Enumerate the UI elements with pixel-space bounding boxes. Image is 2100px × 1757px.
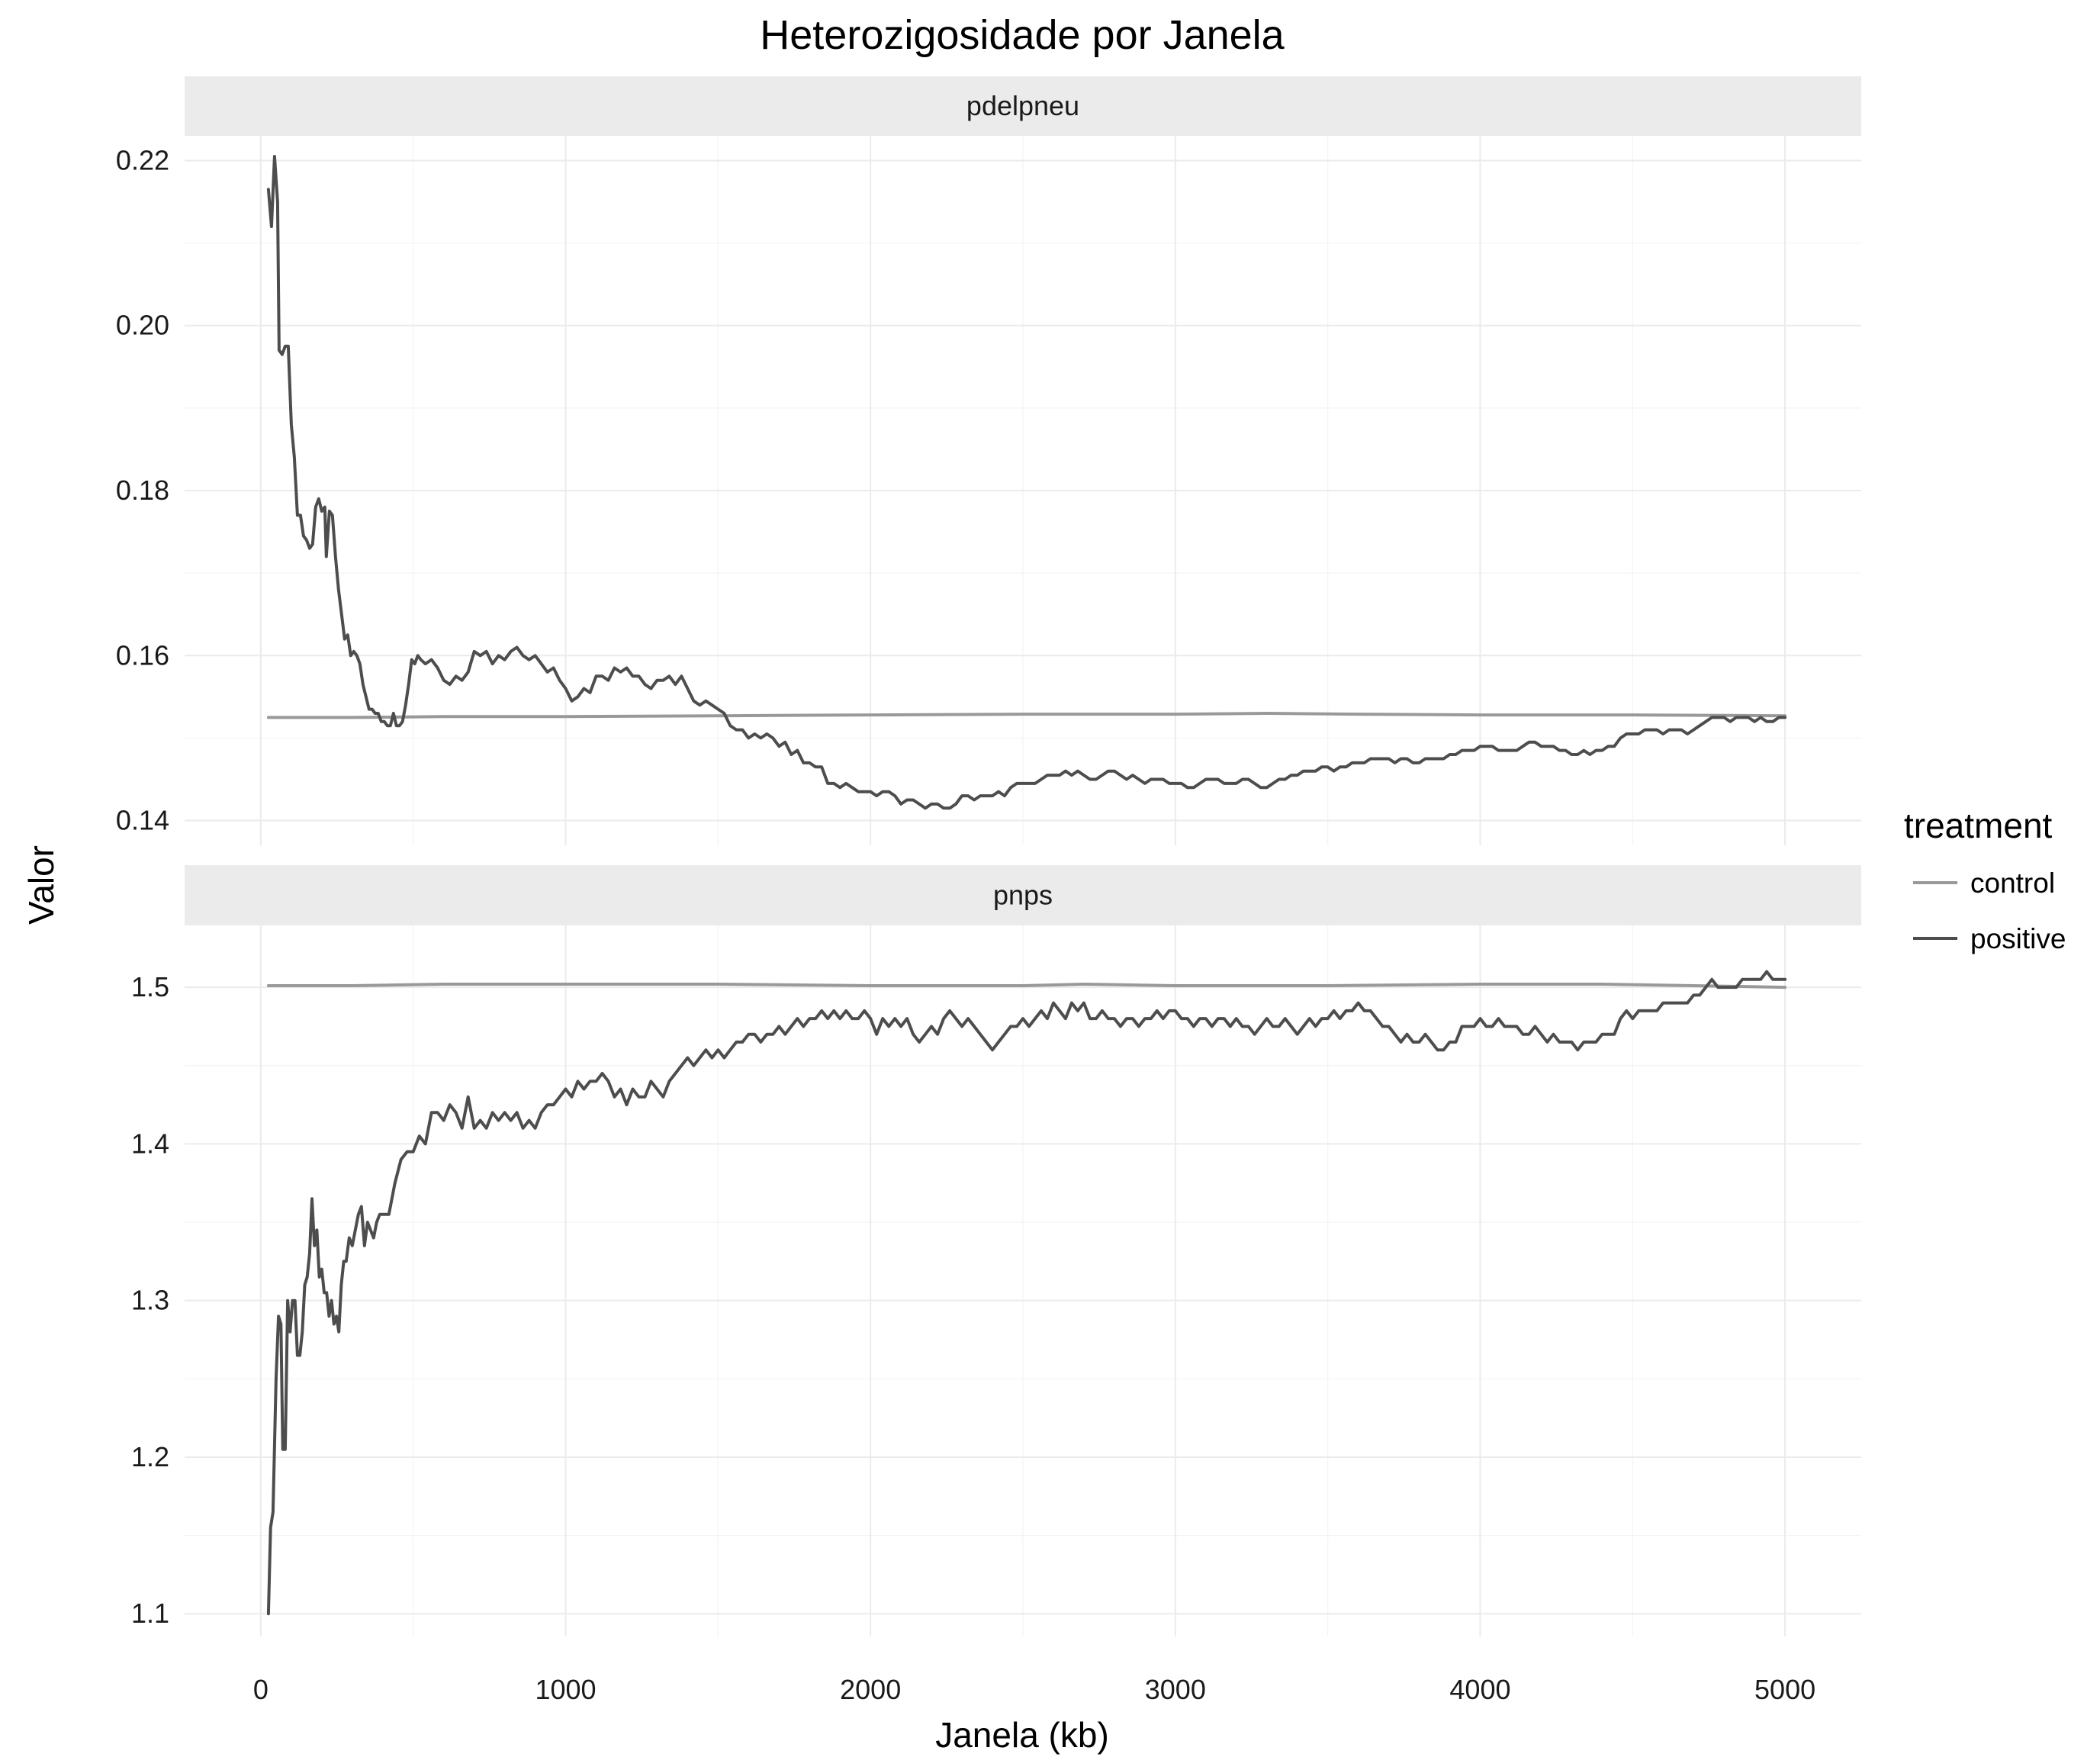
strip-label: pnps [993,880,1053,911]
x-tick-label: 3000 [1145,1674,1206,1705]
panel-pdelpneu: pdelpneu 0.14 0.16 0.18 0.20 0.22 [116,76,1861,845]
y-axis-title: Valor [21,845,61,925]
legend: treatment control positive [1904,806,2066,954]
y-tick-label: 1.3 [131,1285,169,1316]
strip-pdelpneu [185,76,1861,136]
y-tick-label: 0.16 [116,639,169,671]
y-tick-label: 0.14 [116,805,169,836]
series-line-control [266,983,1787,990]
y-tick-label: 0.22 [116,144,169,175]
series-line-positive [266,155,1787,810]
legend-title: treatment [1904,806,2053,845]
x-tick-label: 1000 [535,1674,596,1705]
x-tick-label: 5000 [1754,1674,1815,1705]
chart-title: Heterozigosidade por Janela [760,12,1285,58]
legend-item-control: control [1913,867,2055,899]
y-tick-label: 1.4 [131,1128,169,1159]
legend-item-positive: positive [1913,923,2066,954]
panel-pnps: pnps 1.1 1.2 1.3 1.4 1.5 [131,865,1861,1636]
strip-pnps [185,865,1861,925]
gridlines [185,136,1861,845]
y-tick-label: 1.2 [131,1441,169,1472]
y-tick-label: 0.20 [116,310,169,341]
y-tick-label: 0.18 [116,475,169,506]
x-tick-label: 0 [253,1674,269,1705]
x-tick-label: 2000 [840,1674,901,1705]
panels: pdelpneu 0.14 0.16 0.18 0.20 0.22 pnps 1.1 1.2 1.… [116,76,1861,1636]
strip-label: pdelpneu [966,90,1079,121]
legend-label: control [1970,867,2055,899]
y-tick-label: 1.5 [131,971,169,1002]
legend-label: positive [1970,923,2066,954]
x-tick-label: 4000 [1449,1674,1510,1705]
series-line-control [266,712,1787,719]
gridlines [185,925,1861,1636]
x-axis: 0 1000 2000 3000 4000 5000 [253,1674,1815,1705]
series-line-positive [266,970,1787,1616]
y-tick-label: 1.1 [131,1598,169,1629]
x-axis-title: Janela (kb) [935,1715,1109,1755]
